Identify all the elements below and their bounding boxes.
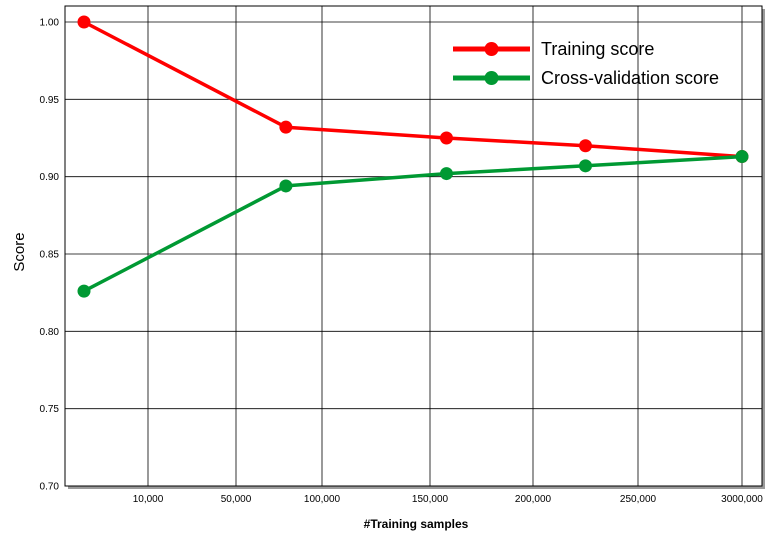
y-tick-label: 0.90 [40, 172, 60, 183]
y-axis-title: Score [11, 232, 28, 271]
y-tick-label: 1.00 [40, 18, 60, 29]
y-tick-label: 0.70 [40, 482, 60, 493]
x-tick-label: 50,000 [221, 494, 252, 505]
cross-validation-score-point [735, 150, 749, 164]
training-score-point [77, 15, 91, 29]
legend-marker-training-score [484, 42, 499, 56]
training-score-point [279, 120, 293, 134]
y-tick-label: 0.95 [40, 95, 60, 106]
x-tick-label: 150,000 [412, 494, 449, 505]
x-tick-label: 10,000 [133, 494, 164, 505]
cross-validation-score-point [77, 284, 91, 298]
cross-validation-score-point [579, 159, 592, 173]
y-tick-label: 0.80 [40, 327, 60, 338]
cross-validation-score-point [279, 179, 293, 193]
x-tick-label: 200,000 [515, 494, 552, 505]
plot-area [64, 5, 763, 487]
legend-label-cross-validation-score: Cross-validation score [541, 68, 719, 88]
training-score-point [579, 139, 592, 153]
x-tick-label: 100,000 [304, 494, 341, 505]
legend-marker-cross-validation-score [484, 71, 499, 85]
x-tick-label: 250,000 [620, 494, 657, 505]
cross-validation-score-point [439, 167, 453, 181]
y-tick-label: 0.85 [40, 250, 60, 261]
legend-label-training-score: Training score [541, 39, 654, 59]
y-tick-label: 0.75 [40, 404, 60, 415]
x-tick-label: 3000,000 [721, 494, 763, 505]
training-score-point [439, 131, 453, 145]
x-axis-title: #Training samples [364, 517, 469, 531]
